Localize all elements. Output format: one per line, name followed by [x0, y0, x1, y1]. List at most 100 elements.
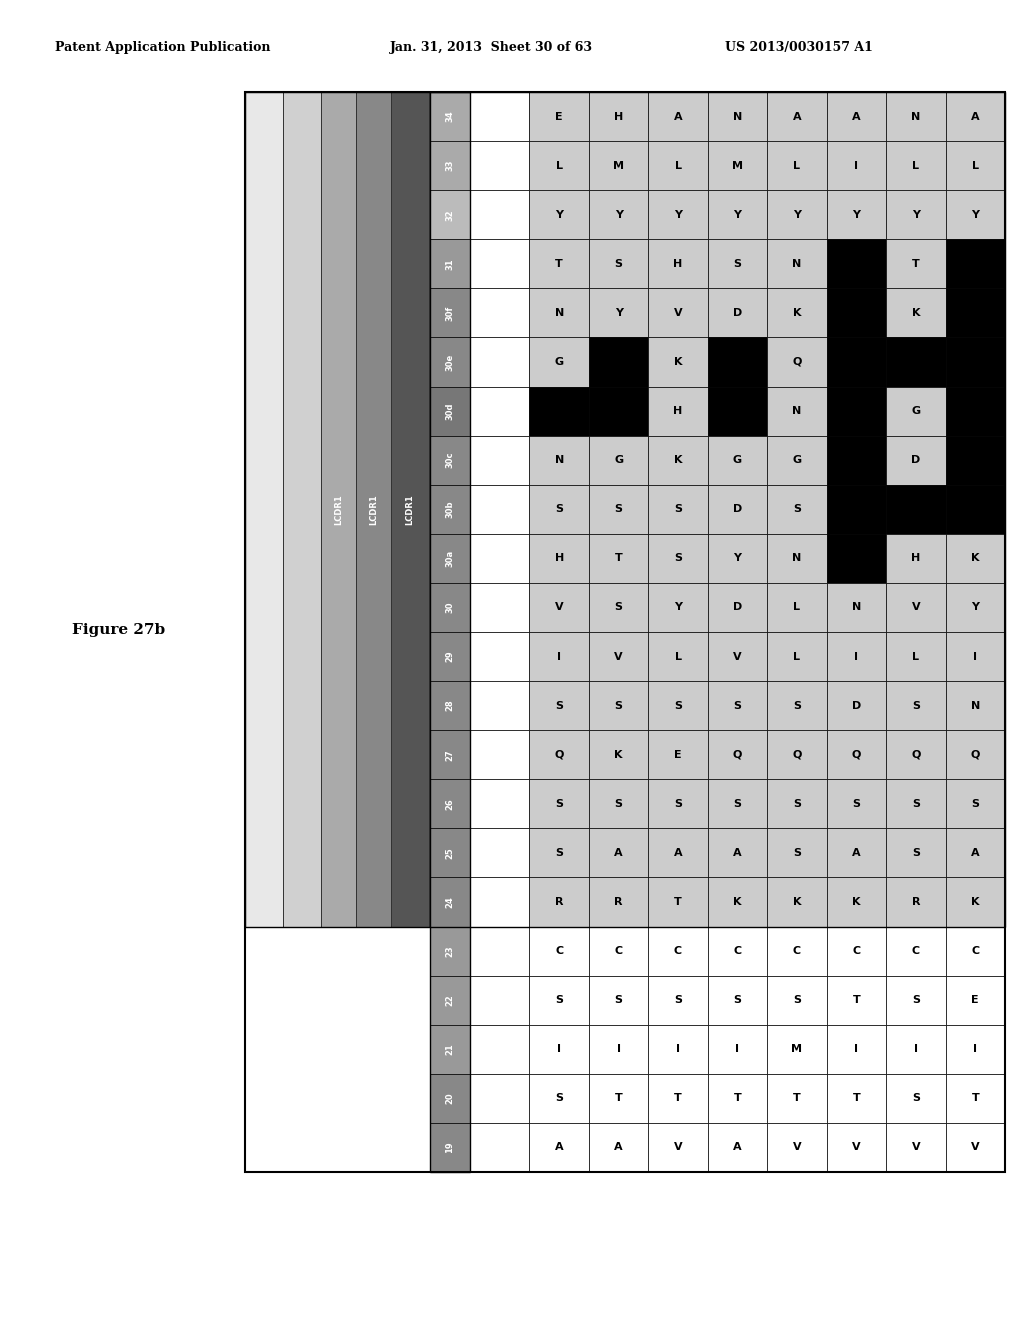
- Text: K: K: [852, 898, 860, 907]
- Text: N: N: [555, 308, 564, 318]
- Text: C: C: [852, 946, 860, 956]
- Text: LCDR1: LCDR1: [334, 494, 343, 524]
- Text: L: L: [675, 652, 682, 661]
- Text: S: S: [674, 504, 682, 515]
- Text: Y: Y: [911, 210, 920, 219]
- Text: S: S: [674, 701, 682, 710]
- Bar: [470, 436, 529, 484]
- Bar: [470, 92, 529, 141]
- Bar: [886, 878, 945, 927]
- Text: S: S: [555, 701, 563, 710]
- Bar: [945, 338, 1005, 387]
- Text: Q: Q: [852, 750, 861, 760]
- Bar: [708, 533, 767, 583]
- Bar: [430, 632, 470, 681]
- Text: K: K: [614, 750, 623, 760]
- Text: 30e: 30e: [445, 354, 455, 371]
- Bar: [430, 141, 470, 190]
- Bar: [321, 92, 356, 927]
- Bar: [430, 730, 470, 779]
- Bar: [529, 190, 589, 239]
- Bar: [529, 239, 589, 288]
- Text: V: V: [733, 652, 741, 661]
- Bar: [767, 1123, 826, 1172]
- Text: S: S: [793, 701, 801, 710]
- Bar: [708, 1123, 767, 1172]
- Bar: [767, 730, 826, 779]
- Bar: [529, 533, 589, 583]
- Bar: [430, 878, 470, 927]
- Text: I: I: [557, 1044, 561, 1055]
- Text: 34: 34: [445, 111, 455, 123]
- Bar: [529, 681, 589, 730]
- Bar: [945, 387, 1005, 436]
- Bar: [826, 632, 886, 681]
- Text: LCDR1: LCDR1: [406, 494, 415, 524]
- Bar: [470, 730, 529, 779]
- Text: A: A: [852, 112, 861, 121]
- Bar: [648, 387, 708, 436]
- Text: D: D: [733, 504, 742, 515]
- Text: N: N: [793, 553, 802, 564]
- Text: Y: Y: [733, 553, 741, 564]
- Text: S: S: [793, 799, 801, 809]
- Text: N: N: [555, 455, 564, 465]
- Text: S: S: [614, 602, 623, 612]
- Bar: [886, 92, 945, 141]
- Text: Y: Y: [674, 210, 682, 219]
- Text: N: N: [911, 112, 921, 121]
- Bar: [945, 975, 1005, 1024]
- Bar: [430, 829, 470, 878]
- Text: C: C: [911, 946, 920, 956]
- Text: Jan. 31, 2013  Sheet 30 of 63: Jan. 31, 2013 Sheet 30 of 63: [390, 41, 593, 54]
- Bar: [589, 288, 648, 338]
- Text: A: A: [555, 1142, 563, 1152]
- Text: A: A: [793, 112, 801, 121]
- Text: T: T: [614, 553, 623, 564]
- Bar: [470, 583, 529, 632]
- Bar: [945, 436, 1005, 484]
- Text: R: R: [911, 898, 921, 907]
- Bar: [708, 829, 767, 878]
- Bar: [945, 288, 1005, 338]
- Bar: [826, 583, 886, 632]
- Text: Q: Q: [793, 750, 802, 760]
- Text: Q: Q: [733, 750, 742, 760]
- Bar: [945, 878, 1005, 927]
- Text: V: V: [555, 602, 563, 612]
- Text: Y: Y: [972, 210, 979, 219]
- Bar: [826, 484, 886, 533]
- Text: A: A: [852, 847, 861, 858]
- Bar: [767, 779, 826, 829]
- Bar: [708, 484, 767, 533]
- Text: S: S: [793, 995, 801, 1006]
- Bar: [708, 927, 767, 975]
- Text: S: S: [911, 799, 920, 809]
- Text: I: I: [557, 652, 561, 661]
- Bar: [648, 975, 708, 1024]
- Bar: [826, 927, 886, 975]
- Bar: [648, 190, 708, 239]
- Bar: [529, 829, 589, 878]
- Bar: [648, 141, 708, 190]
- Bar: [589, 779, 648, 829]
- Text: Patent Application Publication: Patent Application Publication: [55, 41, 270, 54]
- Bar: [245, 92, 283, 927]
- Text: N: N: [793, 259, 802, 269]
- Text: Y: Y: [614, 308, 623, 318]
- Bar: [589, 632, 648, 681]
- Text: S: S: [972, 799, 979, 809]
- Bar: [945, 1024, 1005, 1073]
- Bar: [708, 288, 767, 338]
- Text: 23: 23: [445, 945, 455, 957]
- Text: Q: Q: [971, 750, 980, 760]
- Text: I: I: [616, 1044, 621, 1055]
- Bar: [708, 92, 767, 141]
- Bar: [470, 484, 529, 533]
- Text: K: K: [971, 553, 980, 564]
- Bar: [945, 141, 1005, 190]
- Text: 22: 22: [445, 994, 455, 1006]
- Text: Y: Y: [674, 602, 682, 612]
- Bar: [648, 436, 708, 484]
- Text: S: S: [614, 995, 623, 1006]
